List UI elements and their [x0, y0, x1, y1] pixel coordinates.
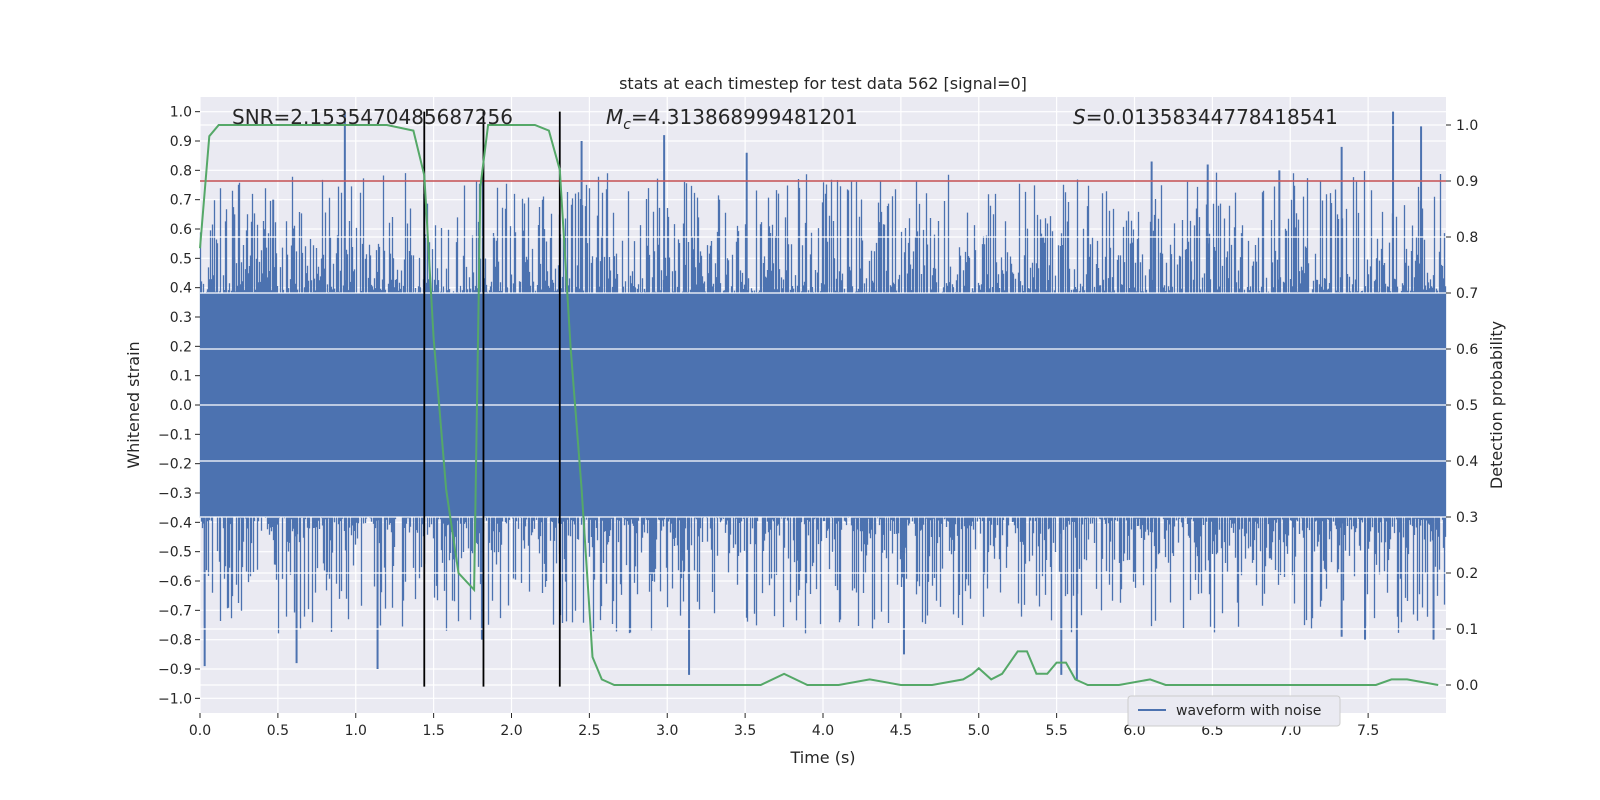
x-tick-label: 5.5	[1045, 723, 1067, 739]
y2-axis-ticks: 1.0 0.9 0.8 0.7 0.6 0.5 0.4 0.3 0.2 0.1 0.0	[1446, 118, 1478, 694]
y-tick-label: 0.0	[170, 398, 192, 414]
y-axis-ticks: 1.0 0.9 0.8 0.7 0.6 0.5 0.4 0.3 0.2 0.1 0.0 −0.1 −0.…	[158, 105, 200, 707]
x-axis-label: Time (s)	[789, 748, 855, 767]
y-tick-label: 0.9	[170, 134, 192, 150]
x-tick-label: 6.0	[1123, 723, 1145, 739]
y-tick-label: 0.2	[170, 339, 192, 355]
chirp-mass-value: =4.313868999481201	[631, 105, 858, 129]
y2-tick-label: 0.1	[1456, 622, 1478, 638]
y2-tick-label: 0.2	[1456, 566, 1478, 582]
y2-tick-label: 0.9	[1456, 174, 1478, 190]
y-tick-label: −0.7	[158, 603, 192, 619]
x-tick-label: 4.5	[890, 723, 912, 739]
y-tick-label: −0.8	[158, 633, 192, 649]
y2-tick-label: 0.4	[1456, 454, 1478, 470]
y-tick-label: 1.0	[170, 105, 192, 121]
x-tick-label: 7.5	[1357, 723, 1379, 739]
y2-tick-label: 0.8	[1456, 230, 1478, 246]
y-tick-label: 0.5	[170, 251, 192, 267]
y-tick-label: −0.5	[158, 545, 192, 561]
chirp-mass-symbol: M	[606, 105, 623, 129]
chirp-mass-annotation: Mc=4.313868999481201	[606, 105, 858, 133]
y-tick-label: −0.4	[158, 515, 192, 531]
x-tick-label: 2.5	[578, 723, 600, 739]
x-tick-label: 4.0	[812, 723, 834, 739]
y2-tick-label: 0.7	[1456, 286, 1478, 302]
x-tick-label: 5.0	[968, 723, 990, 739]
x-tick-label: 1.0	[345, 723, 367, 739]
y-tick-label: 0.1	[170, 369, 192, 385]
y-tick-label: 0.6	[170, 222, 192, 238]
s-value: =0.01358344778418541	[1086, 105, 1338, 129]
x-tick-label: 0.0	[189, 723, 211, 739]
y-tick-label: 0.4	[170, 281, 192, 297]
y-tick-label: −0.6	[158, 574, 192, 590]
y2-tick-label: 0.0	[1456, 678, 1478, 694]
y-axis-label: Whitened strain	[124, 341, 143, 468]
snr-annotation: SNR=2.1535470485687256	[232, 105, 513, 129]
x-tick-label: 6.5	[1201, 723, 1223, 739]
x-tick-label: 1.5	[422, 723, 444, 739]
y2-tick-label: 0.3	[1456, 510, 1478, 526]
s-annotation: S=0.01358344778418541	[1073, 105, 1338, 129]
y2-tick-label: 1.0	[1456, 118, 1478, 134]
y-tick-label: 0.8	[170, 163, 192, 179]
chirp-mass-subscript: c	[623, 117, 631, 133]
legend-box	[1127, 695, 1341, 727]
y2-tick-label: 0.5	[1456, 398, 1478, 414]
x-tick-label: 3.5	[734, 723, 756, 739]
x-tick-label: 7.0	[1279, 723, 1301, 739]
x-axis-ticks: 0.0 0.5 1.0 1.5 2.0 2.5 3.0 3.5 4.0 4.5 5.0 5.5 6.0 6…	[189, 713, 1379, 739]
legend: waveform with noise	[1127, 695, 1341, 727]
chart-title: stats at each timestep for test data 562…	[619, 74, 1027, 93]
x-tick-label: 0.5	[267, 723, 289, 739]
y-tick-label: −0.1	[158, 427, 192, 443]
y-tick-label: 0.7	[170, 193, 192, 209]
x-tick-label: 2.0	[500, 723, 522, 739]
y-tick-label: −0.9	[158, 662, 192, 678]
event-markers	[423, 111, 561, 687]
y-tick-label: −0.2	[158, 457, 192, 473]
s-symbol: S	[1073, 105, 1086, 129]
y2-axis-label: Detection probability	[1487, 321, 1506, 489]
legend-label: waveform with noise	[1176, 703, 1321, 719]
detection-probability-line	[199, 124, 1439, 686]
y-tick-label: 0.3	[170, 310, 192, 326]
y2-tick-label: 0.6	[1456, 342, 1478, 358]
y-tick-label: −0.3	[158, 486, 192, 502]
x-tick-label: 3.0	[656, 723, 678, 739]
y-tick-label: −1.0	[158, 691, 192, 707]
